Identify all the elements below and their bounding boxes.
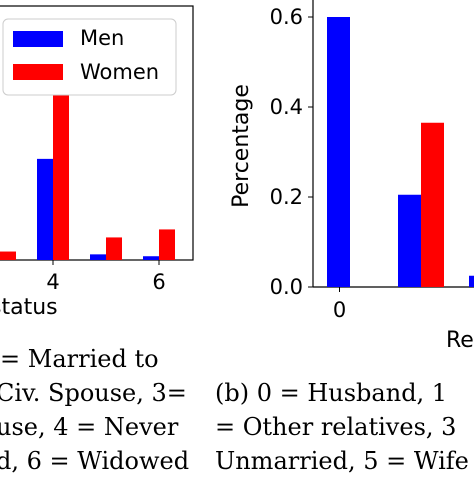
left-bar-men-4 <box>37 158 53 260</box>
caption-left-line-1: = Married to <box>0 345 159 373</box>
right-x-tick-label-0: 0 <box>333 298 346 322</box>
left-chart: 46 status Men Women <box>0 5 194 320</box>
left-x-tick-label-6: 6 <box>152 270 165 294</box>
left-bar-women-6 <box>159 229 175 260</box>
left-bar-women-5 <box>106 237 122 260</box>
legend-men-swatch <box>13 31 63 47</box>
left-bars <box>0 78 175 260</box>
left-bar-men-5 <box>90 254 106 260</box>
caption-right-line-3: Unmarried, 5 = Wife <box>215 447 469 475</box>
right-y-ticks: 0.0 0.2 0.4 0.6 <box>270 5 313 299</box>
left-bar-women-4 <box>53 78 69 260</box>
caption-left-line-2: Civ. Spouse, 3= <box>0 379 187 407</box>
right-y-tick-label-0.2: 0.2 <box>270 185 303 209</box>
right-bar-men-0 <box>327 17 350 287</box>
caption-right-line-1: (b) 0 = Husband, 1 <box>215 379 448 407</box>
right-x-ticks: 0 <box>333 287 346 322</box>
caption-left-line-4: d, 6 = Widowed <box>0 447 190 475</box>
right-y-axis-label: Percentage <box>229 84 254 208</box>
left-x-axis-label: status <box>0 295 58 320</box>
left-legend: Men Women <box>2 18 177 96</box>
right-y-tick-label-0.6: 0.6 <box>270 5 303 29</box>
right-x-axis-label: Re <box>446 328 474 353</box>
left-bar-women-3 <box>0 251 16 260</box>
right-bar-women-1 <box>421 122 444 287</box>
caption-left-line-3: use, 4 = Never <box>0 413 179 441</box>
right-y-tick-label-0.0: 0.0 <box>270 275 303 299</box>
legend-men-label: Men <box>80 26 124 50</box>
left-x-tick-label-4: 4 <box>46 270 59 294</box>
right-chart: 0.0 0.2 0.4 0.6 0 Percentage Re <box>229 0 474 353</box>
right-y-tick-label-0.4: 0.4 <box>270 95 303 119</box>
right-bars <box>327 17 474 287</box>
right-bar-men-2 <box>469 275 474 287</box>
left-bar-men-6 <box>143 256 159 260</box>
right-bar-men-1 <box>398 194 421 287</box>
caption-right-line-2: = Other relatives, 3 <box>215 413 457 441</box>
legend-women-swatch <box>13 64 63 80</box>
legend-women-label: Women <box>80 60 159 84</box>
